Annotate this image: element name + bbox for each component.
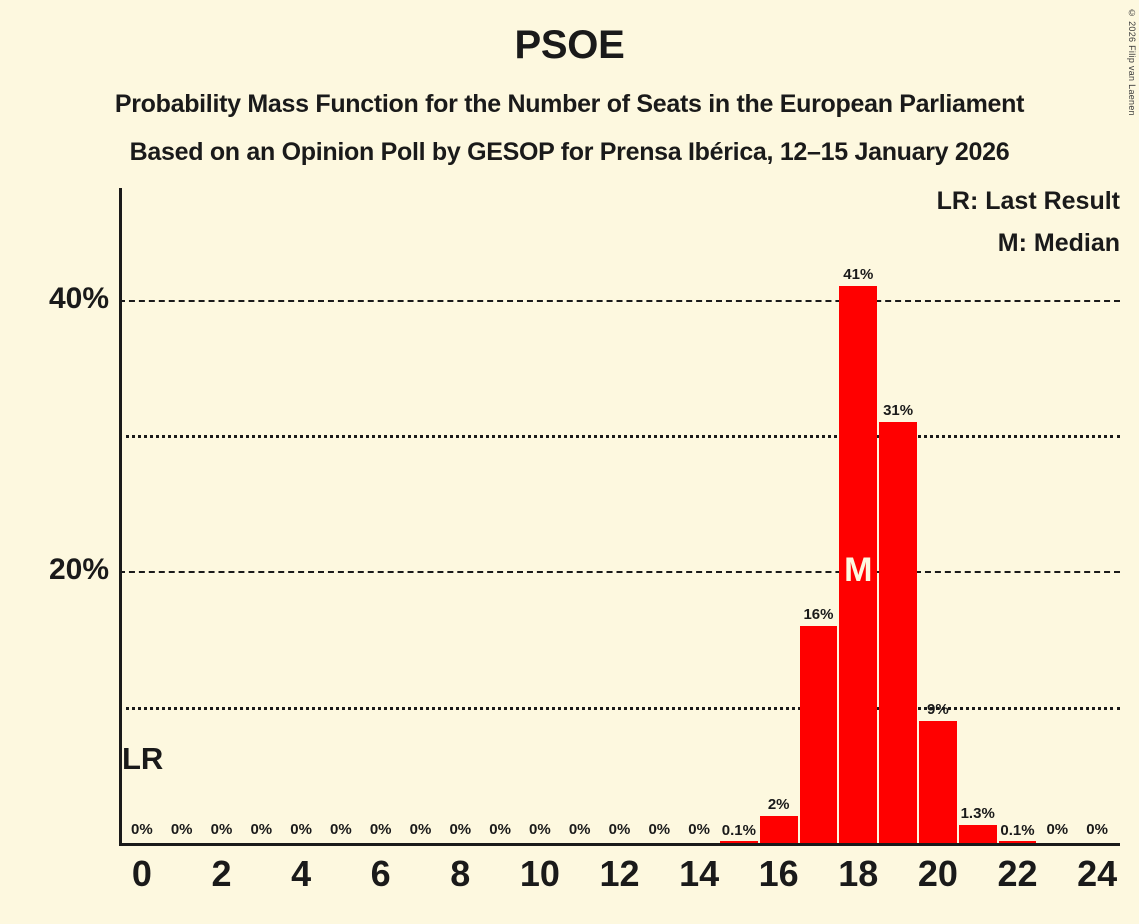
y-axis-line xyxy=(119,188,122,846)
x-axis-tick-label: 8 xyxy=(450,853,471,894)
last-result-marker: LR xyxy=(122,741,164,776)
x-axis-tick-label: 4 xyxy=(291,853,312,894)
bar xyxy=(759,815,798,843)
bar xyxy=(879,421,917,843)
bar-value-label: 0% xyxy=(568,821,591,838)
x-axis-tick-label: 2 xyxy=(211,853,232,894)
bar-value-label: 2% xyxy=(767,795,790,813)
gridline-dotted xyxy=(119,435,1120,439)
gridline-solid xyxy=(119,571,1120,574)
legend-last-result: LR: Last Result xyxy=(936,187,1120,215)
x-axis-tick-label: 10 xyxy=(519,853,560,894)
bar-value-label: 0% xyxy=(290,821,312,838)
bar-value-label: 0% xyxy=(210,821,233,838)
x-axis-tick-label: 0 xyxy=(131,853,152,894)
bar-value-label: 9% xyxy=(927,700,949,718)
bar-value-label: 0% xyxy=(688,821,710,838)
x-axis-tick-label: 20 xyxy=(917,853,958,894)
bar-value-label: 1.3% xyxy=(960,805,995,823)
bar-value-label: 16% xyxy=(803,605,834,623)
chart-subtitle: Probability Mass Function for the Number… xyxy=(114,90,1025,118)
legend-median: M: Median xyxy=(997,229,1120,257)
x-axis-tick-label: 14 xyxy=(679,853,720,894)
plot-area: 0% 0% 0% 0% 0% 0% 0% 0% 0% 0% 0% 0% 0% 0% 0% 0.1% 2% 16% 4… xyxy=(49,188,1120,894)
x-axis-tick-label: 12 xyxy=(599,853,640,894)
y-axis-tick-label: 40% xyxy=(48,281,109,315)
bar-value-label: 0% xyxy=(529,821,551,838)
bar xyxy=(839,286,878,843)
bar-value-label: 0% xyxy=(131,821,153,838)
bar-value-label: 0.1% xyxy=(1000,821,1035,839)
bar-value-label: 0% xyxy=(489,821,511,838)
bar-value-label: 0% xyxy=(1086,821,1108,838)
x-axis-tick-label: 16 xyxy=(758,853,799,894)
bar-value-label: 0% xyxy=(1046,821,1069,838)
bar xyxy=(799,625,838,843)
bar-value-label: 0% xyxy=(648,821,671,838)
chart-source-note: Based on an Opinion Poll by GESOP for Pr… xyxy=(129,138,1010,166)
bar-value-label: 0% xyxy=(369,821,392,838)
page-title: PSOE xyxy=(514,23,625,67)
bar xyxy=(998,841,1037,843)
bar-value-label: 0% xyxy=(449,821,472,838)
bar-value-label: 0% xyxy=(608,821,631,838)
y-axis-tick-label: 20% xyxy=(48,553,109,587)
gridline-dotted xyxy=(119,707,1120,711)
x-axis-tick-label: 22 xyxy=(997,853,1038,894)
bar-value-label: 0% xyxy=(170,821,193,838)
bar-value-label: 0% xyxy=(330,821,352,838)
bar-value-label: 0.1% xyxy=(721,821,756,839)
x-axis-tick-label: 24 xyxy=(1077,853,1118,894)
gridline-solid xyxy=(119,299,1120,302)
bar-value-label: 0% xyxy=(409,821,432,838)
bar xyxy=(919,720,957,843)
bar xyxy=(958,825,997,843)
bar-value-label: 0% xyxy=(250,821,273,838)
x-axis-line xyxy=(119,843,1120,846)
median-marker: M xyxy=(844,551,873,590)
x-axis-tick-label: 6 xyxy=(370,853,391,894)
bar-value-label: 41% xyxy=(843,266,874,284)
bar xyxy=(720,841,758,843)
x-axis-tick-label: 18 xyxy=(838,853,879,894)
bar-value-label: 31% xyxy=(883,401,914,419)
copyright-notice: © 2026 Filip van Laenen xyxy=(1127,8,1137,116)
